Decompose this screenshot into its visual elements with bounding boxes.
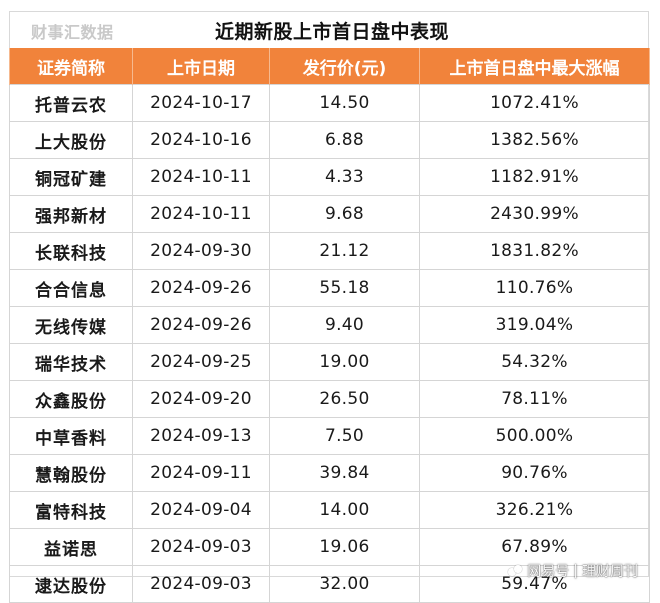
cell-max-gain: 54.32%: [419, 343, 650, 381]
table-row: 强邦新材 2024-10-11 9.68 2430.99%: [9, 195, 650, 233]
cell-max-gain: 1831.82%: [419, 232, 650, 270]
source-label: 财事汇数据: [31, 23, 114, 42]
cell-price: 7.50: [269, 417, 420, 455]
cell-name: 铜冠矿建: [9, 158, 133, 196]
ipo-table: 证券简称 上市日期 发行价(元) 上市首日盘中最大涨幅 托普云农 2024-10-…: [9, 48, 650, 603]
cell-price: 21.12: [269, 232, 420, 270]
cell-name: 逮达股份: [9, 565, 133, 603]
cell-price: 6.88: [269, 121, 420, 159]
header-row: 证券简称 上市日期 发行价(元) 上市首日盘中最大涨幅: [9, 48, 650, 85]
cell-max-gain: 2430.99%: [419, 195, 650, 233]
cell-price: 9.68: [269, 195, 420, 233]
table-row: 托普云农 2024-10-17 14.50 1072.41%: [9, 84, 650, 122]
cell-price: 14.00: [269, 491, 420, 529]
cell-name: 益诺思: [9, 528, 133, 566]
cell-date: 2024-09-11: [132, 454, 270, 492]
cell-price: 19.00: [269, 343, 420, 381]
column-header-name: 证券简称: [9, 48, 133, 85]
table-title: 近期新股上市首日盘中表现: [215, 21, 450, 43]
column-header-date: 上市日期: [132, 48, 270, 85]
cell-max-gain: 67.89%: [419, 528, 650, 566]
table-row: 慧翰股份 2024-09-11 39.84 90.76%: [9, 454, 650, 492]
cell-price: 4.33: [269, 158, 420, 196]
table-row: 铜冠矿建 2024-10-11 4.33 1182.91%: [9, 158, 650, 196]
cell-date: 2024-09-25: [132, 343, 270, 381]
watermark-separator: |: [573, 563, 578, 579]
cell-date: 2024-10-17: [132, 84, 270, 122]
table-header: 证券简称 上市日期 发行价(元) 上市首日盘中最大涨幅: [9, 48, 650, 85]
cell-name: 中草香料: [9, 417, 133, 455]
cell-name: 慧翰股份: [9, 454, 133, 492]
cell-price: 19.06: [269, 528, 420, 566]
cell-name: 托普云农: [9, 84, 133, 122]
column-header-price: 发行价(元): [269, 48, 420, 85]
cell-price: 39.84: [269, 454, 420, 492]
cell-date: 2024-09-26: [132, 269, 270, 307]
table-row: 上大股份 2024-10-16 6.88 1382.56%: [9, 121, 650, 159]
cell-date: 2024-09-03: [132, 565, 270, 603]
watermark-account: 理财周刊: [582, 564, 638, 580]
column-header-max-gain: 上市首日盘中最大涨幅: [419, 48, 650, 85]
table-body: 托普云农 2024-10-17 14.50 1072.41% 上大股份 2024-10-1…: [9, 84, 650, 603]
table-row: 瑞华技术 2024-09-25 19.00 54.32%: [9, 343, 650, 381]
cell-date: 2024-10-11: [132, 195, 270, 233]
table-row: 无线传媒 2024-09-26 9.40 319.04%: [9, 306, 650, 344]
cell-date: 2024-09-04: [132, 491, 270, 529]
cell-max-gain: 1182.91%: [419, 158, 650, 196]
cell-date: 2024-09-26: [132, 306, 270, 344]
table-row: 益诺思 2024-09-03 19.06 67.89%: [9, 528, 650, 566]
cell-date: 2024-10-11: [132, 158, 270, 196]
cell-name: 众鑫股份: [9, 380, 133, 418]
cell-date: 2024-09-20: [132, 380, 270, 418]
cell-max-gain: 1382.56%: [419, 121, 650, 159]
cell-price: 14.50: [269, 84, 420, 122]
cell-name: 无线传媒: [9, 306, 133, 344]
cell-date: 2024-09-03: [132, 528, 270, 566]
cell-max-gain: 326.21%: [419, 491, 650, 529]
cell-name: 富特科技: [9, 491, 133, 529]
table-row: 众鑫股份 2024-09-20 26.50 78.11%: [9, 380, 650, 418]
cell-date: 2024-09-30: [132, 232, 270, 270]
table-row: 长联科技 2024-09-30 21.12 1831.82%: [9, 232, 650, 270]
cell-name: 上大股份: [9, 121, 133, 159]
cell-max-gain: 110.76%: [419, 269, 650, 307]
cell-max-gain: 78.11%: [419, 380, 650, 418]
cell-name: 长联科技: [9, 232, 133, 270]
cell-max-gain: 1072.41%: [419, 84, 650, 122]
title-row: 财事汇数据 近期新股上市首日盘中表现: [9, 11, 649, 48]
watermark: 网易号 | 理财周刊: [508, 561, 638, 581]
netease-logo-icon: [508, 565, 523, 577]
cell-date: 2024-10-16: [132, 121, 270, 159]
cell-name: 合合信息: [9, 269, 133, 307]
table-row: 富特科技 2024-09-04 14.00 326.21%: [9, 491, 650, 529]
cell-date: 2024-09-13: [132, 417, 270, 455]
cell-price: 32.00: [269, 565, 420, 603]
watermark-brand: 网易号: [527, 564, 570, 580]
cell-price: 9.40: [269, 306, 420, 344]
cell-price: 26.50: [269, 380, 420, 418]
table-row: 合合信息 2024-09-26 55.18 110.76%: [9, 269, 650, 307]
table-row: 中草香料 2024-09-13 7.50 500.00%: [9, 417, 650, 455]
cell-price: 55.18: [269, 269, 420, 307]
cell-max-gain: 90.76%: [419, 454, 650, 492]
cell-max-gain: 319.04%: [419, 306, 650, 344]
cell-max-gain: 500.00%: [419, 417, 650, 455]
cell-name: 强邦新材: [9, 195, 133, 233]
cell-name: 瑞华技术: [9, 343, 133, 381]
